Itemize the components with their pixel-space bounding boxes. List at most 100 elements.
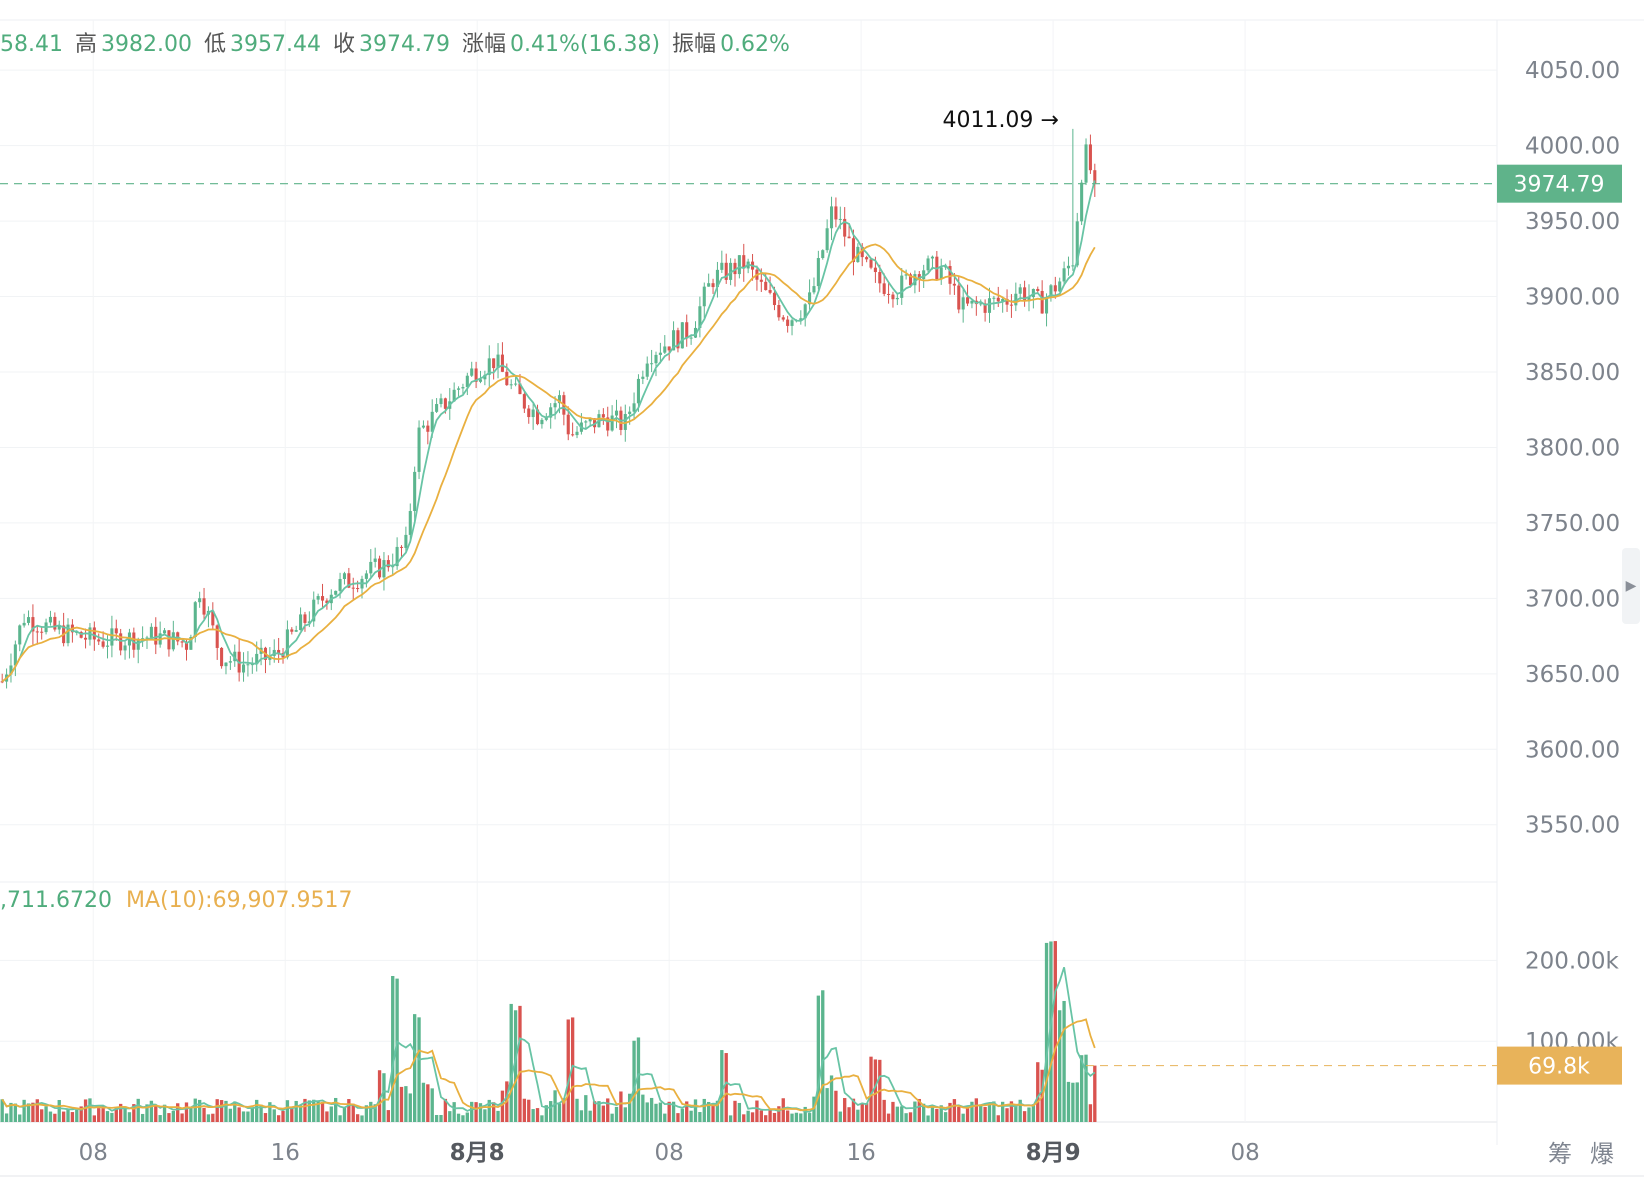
- candle-body: [1080, 182, 1084, 222]
- volume-bar: [66, 1109, 70, 1122]
- volume-bar: [553, 1090, 557, 1122]
- candle-body: [628, 411, 632, 415]
- volume-bar: [575, 1098, 579, 1122]
- volume-bar: [658, 1102, 663, 1122]
- volume-bar: [31, 1102, 35, 1122]
- candle-body: [18, 625, 22, 645]
- chip-distribution-button[interactable]: 筹: [1548, 1140, 1572, 1168]
- volume-bar: [158, 1115, 162, 1122]
- candle-body: [742, 255, 746, 269]
- candle-body: [408, 511, 412, 535]
- volume-bar: [57, 1100, 61, 1122]
- volume-bar: [628, 1093, 632, 1122]
- volume-bar: [491, 1102, 496, 1122]
- price-tick-label: 3750.00: [1525, 511, 1620, 537]
- candle-body: [645, 363, 649, 377]
- candle-body: [386, 560, 390, 568]
- expand-panel-button[interactable]: ▶: [1622, 548, 1640, 624]
- candle-body: [0, 681, 4, 683]
- candle-body: [614, 410, 619, 416]
- candle-body: [97, 639, 101, 642]
- candle-body: [417, 427, 421, 472]
- volume-bar: [303, 1098, 307, 1122]
- liquidation-button[interactable]: 爆: [1590, 1140, 1614, 1168]
- volume-bar: [588, 1110, 592, 1122]
- volume-bar: [974, 1098, 978, 1122]
- volume-bar: [772, 1112, 777, 1122]
- volume-bar: [237, 1107, 241, 1122]
- candle-body: [1023, 287, 1027, 302]
- volume-bar: [834, 1090, 838, 1122]
- candle-body: [724, 262, 728, 280]
- candle-body: [939, 267, 943, 280]
- volume-bar: [1018, 1099, 1022, 1122]
- volume-bar: [193, 1098, 197, 1122]
- candle-body: [193, 602, 197, 637]
- candle-body: [13, 644, 17, 666]
- volume-bar: [961, 1113, 965, 1122]
- volume-bar: [233, 1101, 237, 1122]
- volume-bar: [149, 1100, 154, 1122]
- volume-bar: [307, 1100, 312, 1122]
- volume-bar: [1014, 1105, 1018, 1122]
- volume-bar: [636, 1037, 641, 1122]
- candle-body: [650, 363, 654, 365]
- volume-bar: [702, 1098, 706, 1122]
- volume-bar: [742, 1114, 746, 1122]
- candle-body: [53, 616, 57, 630]
- candle-body: [829, 206, 834, 229]
- candle-body: [123, 645, 127, 651]
- candle-body: [1049, 285, 1053, 298]
- price-tick-label: 4000.00: [1525, 134, 1620, 160]
- volume-bar: [496, 1110, 500, 1122]
- current-price-tag: 3974.79: [1514, 173, 1605, 198]
- candle-body: [347, 573, 351, 588]
- volume-bar: [926, 1115, 930, 1122]
- candle-body: [636, 378, 640, 404]
- volume-bar: [1022, 1111, 1027, 1122]
- candle-body: [342, 573, 346, 580]
- amplitude-label: 振幅: [672, 32, 717, 57]
- volume-bar: [724, 1053, 728, 1122]
- candle-body: [606, 417, 610, 431]
- volume-bar: [35, 1099, 39, 1122]
- volume-bar: [851, 1098, 856, 1122]
- candle-body: [544, 417, 548, 420]
- volume-bar: [211, 1113, 215, 1122]
- volume-ma10-line: [1, 1018, 1096, 1112]
- candle-body: [1001, 298, 1005, 302]
- candle-body: [224, 662, 228, 667]
- volume-bar: [663, 1113, 667, 1122]
- volume-bar: [693, 1099, 698, 1122]
- volume-bar: [860, 1103, 864, 1122]
- volume-bar: [114, 1107, 118, 1122]
- candle-body: [9, 665, 13, 675]
- candle-body: [786, 319, 790, 326]
- candle-body: [917, 274, 921, 280]
- volume-bar: [1075, 1082, 1079, 1122]
- candle-body: [57, 625, 61, 630]
- candle-body: [145, 637, 149, 639]
- volume-bar: [904, 1113, 908, 1122]
- volume-bar: [145, 1104, 149, 1122]
- candle-body: [474, 368, 478, 382]
- candle-body: [320, 596, 325, 601]
- candle-body: [241, 664, 246, 673]
- price-tick-label: 3650.00: [1525, 662, 1620, 688]
- volume-bar: [825, 1088, 829, 1122]
- volume-bar: [487, 1099, 491, 1122]
- candle-body: [926, 258, 930, 271]
- candle-body: [382, 560, 386, 578]
- volume-bar: [891, 1101, 895, 1122]
- volume-bar: [255, 1099, 259, 1122]
- candle-body: [180, 641, 184, 643]
- candle-body: [119, 633, 123, 651]
- volume-bar: [461, 1115, 465, 1122]
- volume-bar: [351, 1103, 355, 1122]
- candle-body: [983, 303, 987, 313]
- volume-bar: [347, 1099, 351, 1122]
- candle-body: [737, 255, 741, 275]
- candle-body: [1027, 297, 1031, 302]
- candle-body: [334, 590, 338, 595]
- candle-body: [693, 327, 698, 338]
